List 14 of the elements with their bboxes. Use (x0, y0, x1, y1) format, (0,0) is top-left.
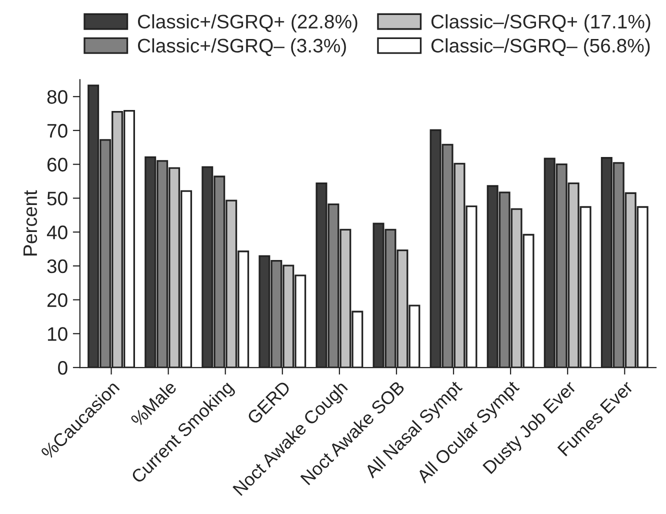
legend-label: Classic–/SGRQ– (56.8%) (431, 38, 650, 56)
y-tick-label: 80 (47, 90, 68, 104)
y-tick-label: 0 (58, 360, 68, 375)
legend-label: Classic+/SGRQ+ (22.8%) (138, 14, 358, 32)
y-axis-title: Percent (24, 190, 38, 256)
legend-label: Classic+/SGRQ– (3.3%) (138, 38, 346, 56)
legend-label: Classic–/SGRQ+ (17.1%) (431, 14, 650, 32)
y-tick-label: 60 (47, 158, 68, 172)
y-tick-label: 50 (47, 192, 68, 206)
y-tick-label: 70 (47, 124, 68, 138)
y-tick-label: 40 (46, 226, 68, 240)
y-tick-label: 10 (48, 327, 68, 341)
y-tick-label: 30 (47, 259, 68, 274)
y-tick-label: 20 (47, 293, 68, 308)
